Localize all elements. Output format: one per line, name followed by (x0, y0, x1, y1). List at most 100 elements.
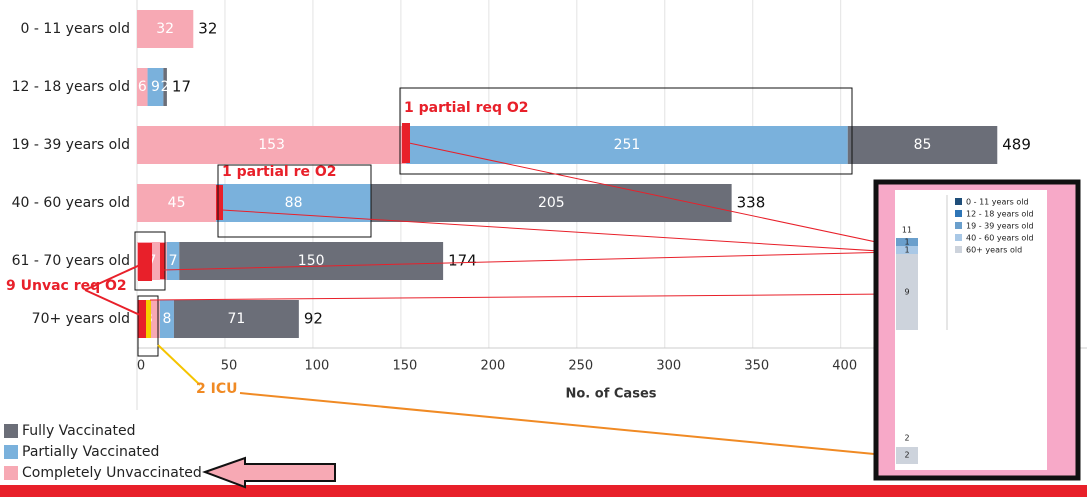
y-tick-label: 40 - 60 years old (12, 195, 130, 211)
footer-bar (0, 485, 1087, 497)
connector (84, 289, 141, 316)
value-label: 251 (614, 137, 641, 153)
connector (157, 344, 201, 386)
connector (408, 142, 896, 247)
inset-panel (895, 190, 1047, 470)
bar-segment (216, 184, 371, 222)
connector (221, 209, 896, 253)
bar-segment (166, 242, 180, 280)
legend-label: Fully Vaccinated (22, 423, 135, 439)
bar-segment (847, 126, 998, 164)
legend-swatch (4, 445, 18, 459)
x-axis-label: No. of Cases (566, 387, 657, 402)
inset-legend-swatch (955, 198, 962, 205)
legend-swatch (4, 424, 18, 438)
bar-segment (163, 68, 167, 106)
legend-label: Completely Unvaccinated (22, 465, 202, 481)
y-tick-label: 0 - 11 years old (21, 21, 130, 37)
highlight (216, 185, 223, 220)
highlight (146, 300, 151, 338)
inset-total: 11 (902, 226, 912, 235)
annotation: 1 partial req O2 (404, 100, 529, 116)
bar-segment (173, 300, 299, 338)
bar-segment (137, 68, 148, 106)
inset-legend-label: 0 - 11 years old (966, 198, 1029, 207)
inset-bar (896, 254, 918, 330)
x-tick-label: 150 (392, 359, 417, 374)
value-label: 205 (538, 195, 565, 211)
legend-swatch (4, 466, 18, 480)
highlight (138, 243, 152, 281)
bar-segment (137, 126, 407, 164)
x-tick-label: 400 (832, 359, 857, 374)
x-tick-label: 200 (480, 359, 505, 374)
callout-box (399, 87, 853, 175)
total-label: 489 (1002, 136, 1031, 154)
inset-total: 2 (904, 434, 909, 443)
connector (84, 264, 141, 291)
x-tick-label: 250 (568, 359, 593, 374)
inset-legend-label: 40 - 60 years old (966, 234, 1034, 243)
value-label: 6 (138, 79, 147, 95)
value-label: 85 (914, 137, 932, 153)
inset-legend-label: 19 - 39 years old (966, 222, 1034, 231)
arrow (202, 456, 336, 489)
value-label: 88 (285, 195, 303, 211)
bar-segment (159, 300, 174, 338)
inset-legend-swatch (955, 222, 962, 229)
total-label: 92 (304, 310, 323, 328)
x-tick-label: 50 (221, 359, 238, 374)
inset-legend-label: 60+ years old (966, 246, 1022, 255)
highlight (402, 123, 410, 163)
value-label: 150 (298, 253, 325, 269)
x-tick-label: 0 (137, 359, 145, 374)
inset-value-label: 9 (904, 288, 909, 297)
bar-segment (179, 242, 444, 280)
y-tick-label: 19 - 39 years old (12, 137, 130, 153)
connector (239, 392, 896, 457)
annotation: 1 partial re O2 (222, 164, 337, 180)
inset-bar (896, 447, 918, 464)
bar-segment (137, 184, 217, 222)
bar-segment (370, 184, 732, 222)
value-label: 2 (161, 79, 170, 95)
bar-segment (137, 10, 194, 48)
value-label: 9 (151, 79, 160, 95)
inset-legend-swatch (955, 210, 962, 217)
bar-segment (147, 68, 164, 106)
connector (149, 293, 896, 301)
y-tick-label: 70+ years old (32, 311, 130, 327)
inset-bar (896, 246, 918, 254)
total-label: 174 (448, 252, 477, 270)
x-tick-label: 350 (744, 359, 769, 374)
x-tick-label: 100 (305, 359, 330, 374)
total-label: 17 (172, 78, 191, 96)
inset-legend-label: 12 - 18 years old (966, 210, 1034, 219)
highlight (138, 300, 146, 338)
value-label: 32 (156, 21, 174, 37)
value-label: 8 (162, 311, 171, 327)
connector (162, 251, 896, 271)
value-label: 71 (227, 311, 245, 327)
inset-value-label: 2 (904, 451, 909, 460)
annotation: 9 Unvac req O2 (6, 278, 127, 294)
inset-value-label: 1 (904, 246, 909, 255)
value-label: 7 (169, 253, 178, 269)
inset-legend-swatch (955, 234, 962, 241)
highlight (160, 243, 165, 279)
x-tick-label: 300 (656, 359, 681, 374)
total-label: 32 (198, 20, 217, 38)
inset-bar (896, 238, 918, 246)
callout-box (137, 295, 159, 357)
inset-legend-swatch (955, 246, 962, 253)
y-tick-label: 12 - 18 years old (12, 79, 130, 95)
y-tick-label: 61 - 70 years old (12, 253, 130, 269)
callout-box (217, 164, 372, 238)
inset-value-label: 1 (904, 238, 909, 247)
total-label: 338 (737, 194, 766, 212)
callout-box (134, 231, 166, 291)
value-label: 153 (258, 137, 285, 153)
legend-label: Partially Vaccinated (22, 444, 159, 460)
value-label: 45 (168, 195, 186, 211)
